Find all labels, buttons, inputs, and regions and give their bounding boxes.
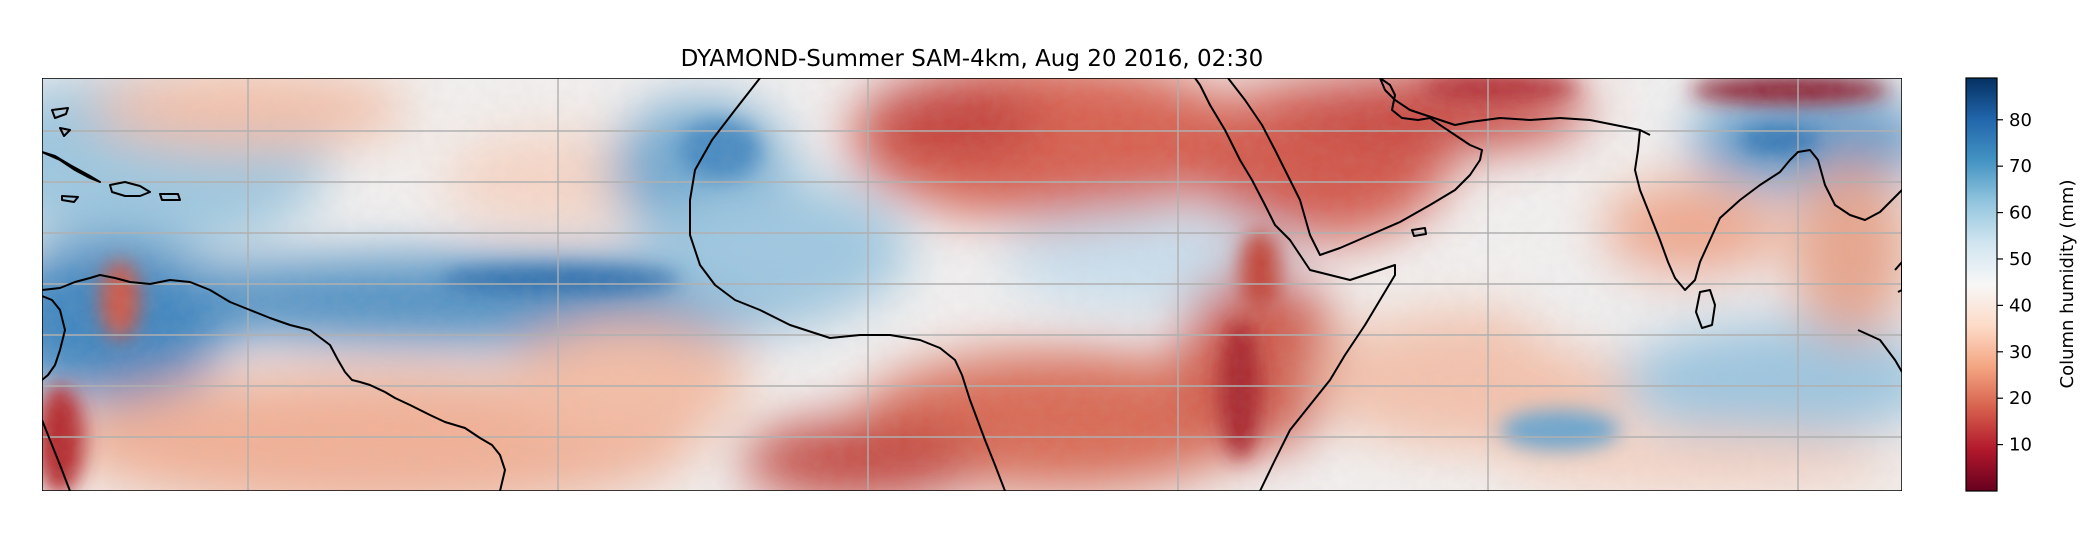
colorbar-ticks: 10 20 30 40 50 60 70 80 bbox=[1997, 110, 2032, 456]
coastlines bbox=[42, 78, 1902, 491]
map-title: DYAMOND-Summer SAM-4km, Aug 20 2016, 02:… bbox=[681, 46, 1264, 72]
hispaniola-coast bbox=[109, 181, 151, 197]
cuba-coast bbox=[42, 151, 101, 183]
malay-coast bbox=[1894, 261, 1902, 293]
south-america-coast bbox=[42, 274, 506, 491]
arabia-coast bbox=[1227, 78, 1483, 256]
colorbar-tick-label: 50 bbox=[2009, 249, 2032, 270]
colorbar: 10 20 30 40 50 60 70 80 Column humidity (mm) bbox=[1965, 77, 2078, 492]
colorbar-fill bbox=[1966, 78, 1997, 491]
colorbar-tick-label: 60 bbox=[2009, 203, 2032, 224]
sumatra-coast bbox=[1857, 329, 1902, 373]
africa-west-coast bbox=[689, 78, 1006, 491]
colorbar-tick-label: 20 bbox=[2009, 388, 2032, 409]
colorbar-label: Column humidity (mm) bbox=[2057, 180, 2078, 389]
iran-coast bbox=[1559, 117, 1651, 136]
socotra-coast bbox=[1411, 227, 1427, 237]
colorbar-tick-label: 80 bbox=[2009, 110, 2032, 131]
south-america-andes-coast bbox=[42, 419, 71, 491]
map-panel bbox=[42, 78, 1902, 491]
south-america-west-coast bbox=[42, 295, 66, 381]
colorbar-tick-label: 70 bbox=[2009, 156, 2032, 177]
colorbar-frame bbox=[1965, 77, 1998, 492]
colorbar-tick-label: 40 bbox=[2009, 295, 2032, 316]
india-coast bbox=[1634, 129, 1902, 291]
colorbar-tick-label: 10 bbox=[2009, 435, 2032, 456]
jamaica-coast bbox=[61, 195, 79, 203]
sri-lanka-coast bbox=[1695, 289, 1716, 329]
gridlines bbox=[42, 78, 1902, 491]
africa-east-coast bbox=[1194, 78, 1396, 491]
puerto-rico-coast bbox=[159, 193, 181, 201]
colorbar-tick-label: 30 bbox=[2009, 342, 2032, 363]
bahamas-coast bbox=[51, 107, 71, 137]
persian-gulf-coast bbox=[1379, 78, 1561, 126]
